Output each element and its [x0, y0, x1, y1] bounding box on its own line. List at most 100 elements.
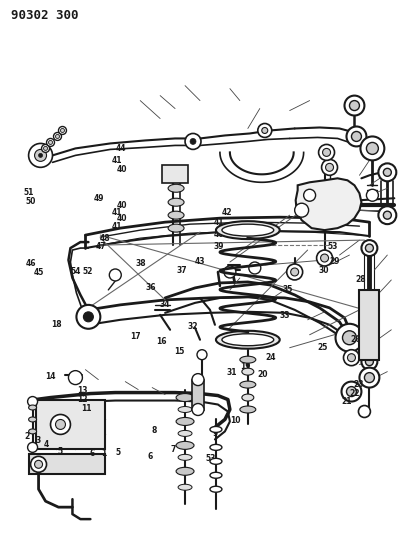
Ellipse shape [240, 406, 256, 413]
Circle shape [295, 203, 308, 217]
Ellipse shape [178, 454, 192, 461]
Circle shape [365, 244, 373, 252]
Circle shape [378, 206, 396, 224]
Circle shape [47, 139, 55, 147]
Ellipse shape [240, 381, 256, 388]
Text: 46: 46 [26, 260, 36, 268]
Circle shape [346, 386, 356, 397]
Circle shape [322, 148, 330, 156]
Circle shape [316, 250, 332, 266]
Text: 53: 53 [328, 242, 338, 251]
Circle shape [197, 350, 207, 360]
Circle shape [364, 373, 374, 383]
Ellipse shape [29, 417, 37, 422]
Circle shape [53, 133, 61, 140]
Ellipse shape [178, 484, 192, 490]
Circle shape [322, 159, 338, 175]
Ellipse shape [242, 368, 254, 375]
Circle shape [249, 262, 261, 274]
Circle shape [77, 305, 100, 329]
Text: 9: 9 [213, 429, 218, 438]
Ellipse shape [29, 429, 37, 434]
Circle shape [31, 456, 47, 472]
Text: 1: 1 [101, 449, 107, 458]
Circle shape [61, 128, 65, 133]
Text: 23: 23 [353, 380, 364, 389]
Text: 41: 41 [213, 219, 224, 228]
Text: 32: 32 [187, 322, 198, 331]
Ellipse shape [210, 486, 222, 492]
Circle shape [192, 403, 204, 416]
Circle shape [359, 368, 379, 387]
Circle shape [344, 95, 364, 116]
Text: 38: 38 [135, 259, 146, 268]
Text: 24: 24 [265, 353, 276, 362]
Circle shape [336, 324, 363, 352]
Text: 40: 40 [117, 201, 127, 210]
Circle shape [344, 350, 359, 366]
Ellipse shape [242, 394, 254, 401]
Text: 8: 8 [151, 425, 156, 434]
Text: 21: 21 [342, 397, 352, 406]
Text: 34: 34 [159, 300, 170, 309]
Circle shape [41, 144, 49, 152]
Circle shape [360, 136, 384, 160]
Ellipse shape [240, 356, 256, 363]
Text: 4: 4 [44, 440, 49, 449]
Text: 41: 41 [112, 222, 122, 231]
Text: 53: 53 [205, 454, 216, 463]
Text: 14: 14 [45, 373, 55, 382]
Text: 48: 48 [100, 235, 110, 244]
Circle shape [383, 168, 391, 176]
Text: 35: 35 [282, 285, 293, 294]
Ellipse shape [210, 472, 222, 478]
Ellipse shape [210, 458, 222, 464]
Circle shape [109, 269, 121, 281]
Text: 36: 36 [146, 283, 156, 292]
Text: 42: 42 [221, 208, 232, 217]
Text: 39: 39 [213, 242, 224, 251]
Text: 16: 16 [156, 337, 167, 346]
Text: 50: 50 [25, 197, 36, 206]
Text: 6: 6 [147, 451, 152, 461]
Circle shape [39, 154, 43, 157]
Text: 28: 28 [355, 275, 366, 284]
Text: 29: 29 [330, 257, 340, 265]
Ellipse shape [176, 441, 194, 449]
Circle shape [366, 142, 378, 155]
Circle shape [346, 126, 366, 147]
Text: 12: 12 [77, 395, 87, 404]
Ellipse shape [178, 407, 192, 413]
Circle shape [69, 370, 83, 385]
Ellipse shape [176, 467, 194, 475]
Text: 22: 22 [349, 389, 360, 398]
Ellipse shape [210, 426, 222, 432]
Text: 40: 40 [117, 214, 127, 223]
Text: 33: 33 [280, 311, 290, 320]
Circle shape [35, 461, 43, 469]
Circle shape [51, 415, 71, 434]
Circle shape [28, 397, 38, 407]
Circle shape [43, 147, 47, 150]
Polygon shape [296, 179, 361, 230]
Circle shape [262, 127, 268, 133]
Circle shape [291, 268, 299, 276]
Bar [192, 379, 204, 409]
Circle shape [342, 382, 361, 401]
Ellipse shape [222, 334, 274, 346]
Text: 40: 40 [214, 230, 225, 239]
Circle shape [350, 101, 359, 110]
Text: 51: 51 [23, 188, 34, 197]
Text: 17: 17 [130, 332, 140, 341]
Text: 5: 5 [58, 447, 63, 456]
Text: 45: 45 [33, 269, 43, 277]
Circle shape [49, 140, 53, 144]
Bar [36, 400, 105, 449]
Text: 26: 26 [350, 335, 361, 344]
Text: 54: 54 [70, 268, 81, 276]
Circle shape [55, 419, 65, 430]
Text: 3: 3 [36, 436, 41, 445]
Text: 52: 52 [82, 268, 93, 276]
Circle shape [192, 374, 204, 385]
Ellipse shape [178, 431, 192, 437]
